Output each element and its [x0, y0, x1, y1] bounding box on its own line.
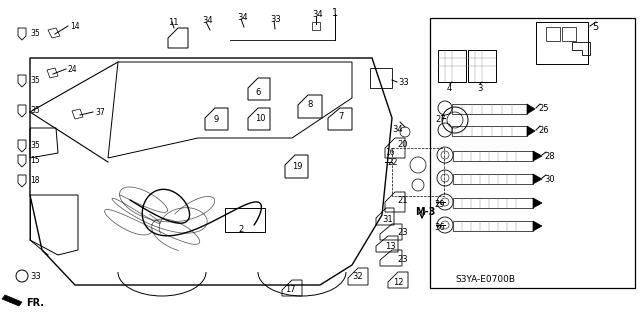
Text: 35: 35	[30, 76, 40, 85]
Polygon shape	[533, 198, 542, 208]
Bar	[536, 22, 588, 64]
Text: 34: 34	[237, 13, 248, 22]
Text: 36: 36	[434, 223, 445, 232]
Text: 9: 9	[213, 115, 218, 124]
Bar	[453, 174, 533, 184]
Text: 34: 34	[312, 10, 323, 19]
Polygon shape	[533, 174, 542, 184]
Text: 35: 35	[30, 141, 40, 150]
Text: 1: 1	[332, 8, 338, 18]
Text: 18: 18	[30, 176, 40, 185]
Text: 19: 19	[292, 162, 303, 171]
Text: 22: 22	[387, 158, 397, 167]
Text: 8: 8	[307, 100, 312, 109]
Text: 13: 13	[385, 242, 396, 251]
Bar	[452, 126, 527, 136]
Text: 7: 7	[338, 112, 344, 121]
Text: 16: 16	[385, 148, 395, 157]
Text: 10: 10	[255, 114, 266, 123]
Text: M-3: M-3	[415, 207, 435, 217]
Text: 23: 23	[397, 255, 408, 264]
Text: 29: 29	[434, 200, 445, 209]
Text: 17: 17	[285, 285, 296, 294]
Polygon shape	[533, 221, 542, 231]
Polygon shape	[527, 104, 535, 114]
Text: 31: 31	[382, 215, 392, 224]
Text: 23: 23	[397, 228, 408, 237]
Bar	[562, 27, 576, 41]
Bar	[546, 27, 560, 41]
Text: 28: 28	[544, 152, 555, 161]
Text: FR.: FR.	[26, 298, 44, 308]
Polygon shape	[533, 151, 542, 161]
Text: 15: 15	[30, 156, 40, 165]
Text: 34: 34	[392, 125, 403, 134]
Text: 37: 37	[95, 108, 105, 117]
Text: 6: 6	[255, 88, 260, 97]
Text: 5: 5	[592, 22, 598, 32]
Bar	[453, 221, 533, 231]
Bar	[452, 104, 527, 114]
Bar	[453, 151, 533, 161]
Text: 2: 2	[238, 225, 243, 234]
Bar	[468, 50, 496, 82]
Text: 11: 11	[168, 18, 179, 27]
Text: 20: 20	[397, 140, 408, 149]
Text: 27: 27	[435, 115, 445, 124]
Text: 33: 33	[398, 78, 409, 87]
Text: 14: 14	[70, 22, 79, 31]
Text: 24: 24	[68, 65, 77, 74]
Text: 21: 21	[397, 196, 408, 205]
Bar	[453, 198, 533, 208]
Bar	[438, 50, 466, 82]
Text: 34: 34	[202, 16, 212, 25]
Polygon shape	[527, 126, 535, 136]
Text: 33: 33	[270, 15, 281, 24]
Text: 33: 33	[30, 272, 41, 281]
Text: 3: 3	[477, 84, 483, 93]
Text: 35: 35	[30, 106, 40, 115]
Text: S3YA-E0700B: S3YA-E0700B	[455, 275, 515, 284]
Text: 4: 4	[447, 84, 452, 93]
Text: 26: 26	[538, 126, 548, 135]
Text: 12: 12	[393, 278, 403, 287]
Text: 25: 25	[538, 104, 548, 113]
Polygon shape	[2, 295, 22, 306]
Bar	[430, 18, 635, 288]
Text: 35: 35	[30, 29, 40, 38]
Text: 30: 30	[544, 175, 555, 184]
Text: 32: 32	[352, 272, 363, 281]
Bar	[392, 148, 444, 196]
